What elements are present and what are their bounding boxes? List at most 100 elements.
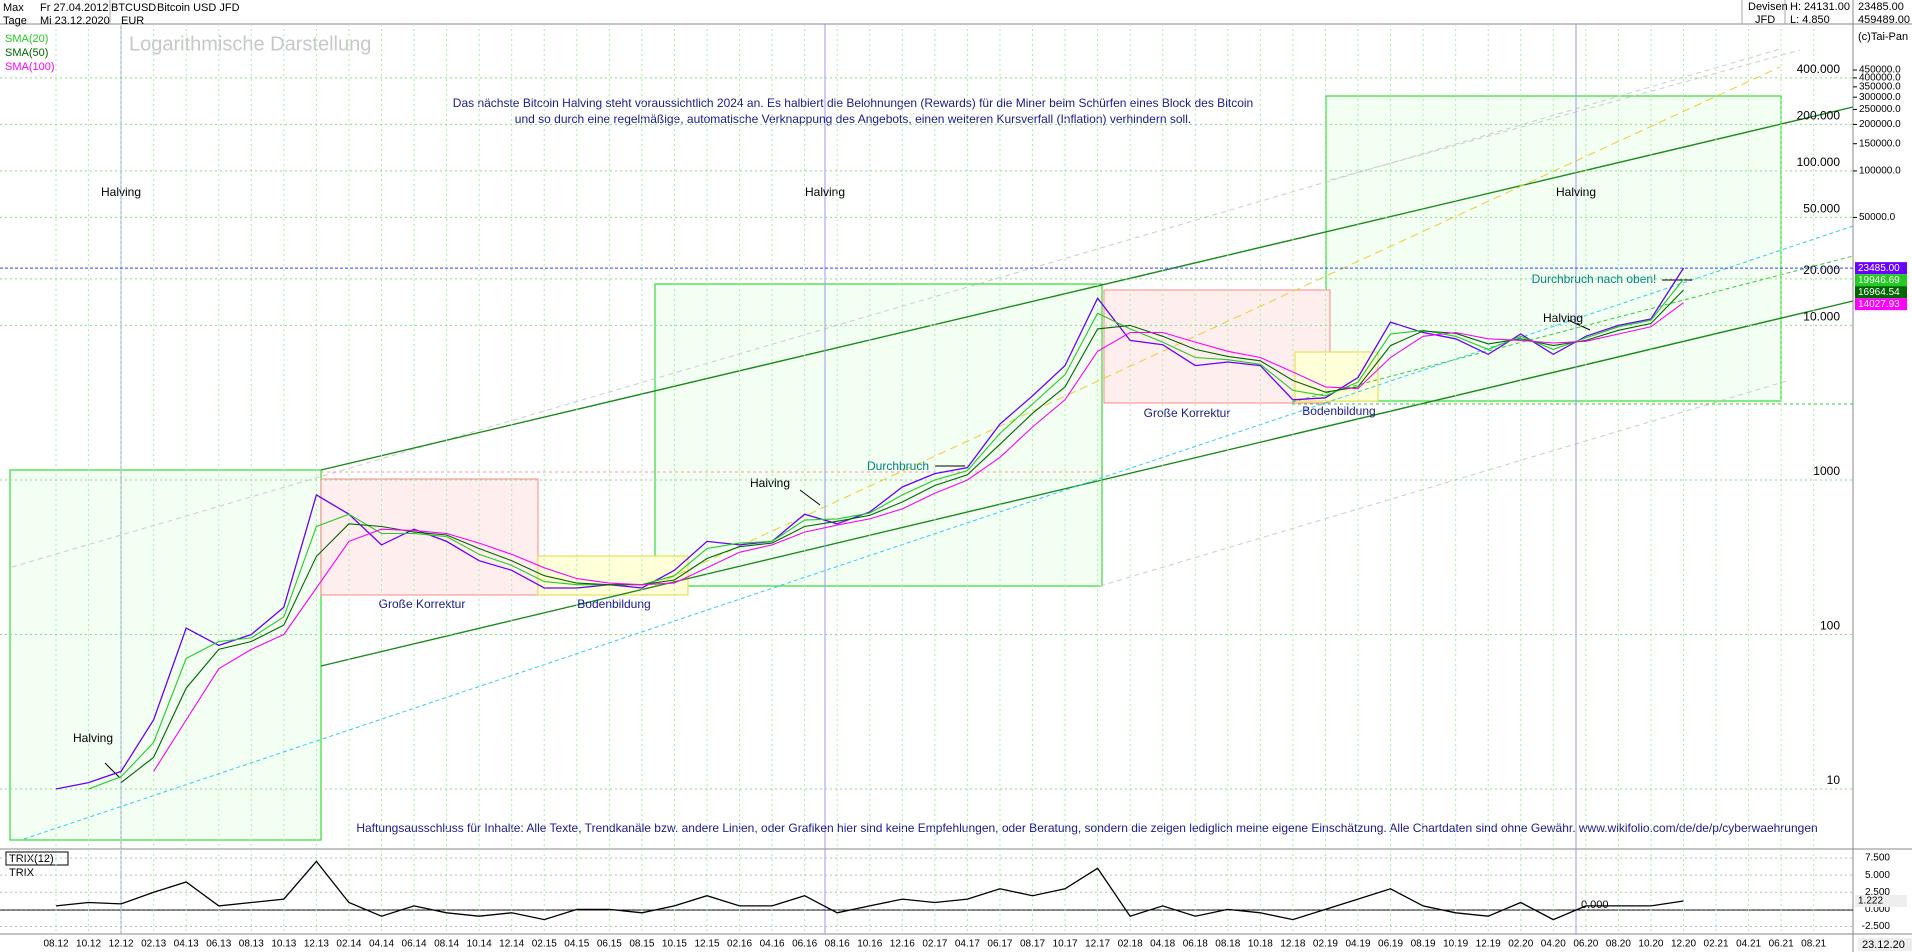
x-tick-label: 04.15 <box>564 939 589 950</box>
x-tick-label: 10.18 <box>1248 939 1273 950</box>
x-tick-label: 02.16 <box>727 939 752 950</box>
x-tick-label: 06.18 <box>1183 939 1208 950</box>
x-tick-label: 06.19 <box>1378 939 1403 950</box>
gray-line <box>1099 379 1791 587</box>
y-tick-label: 2.500 <box>1865 887 1890 898</box>
bottom-label: Bodenbildung <box>1302 404 1375 418</box>
end-date: Mi 23.12.2020 <box>40 15 110 27</box>
x-tick-label: 12.19 <box>1476 939 1501 950</box>
y-tick-label: 1000 <box>1813 464 1840 478</box>
y-tick-label: 50.000 <box>1803 202 1840 216</box>
x-tick-label: 06.21 <box>1769 939 1794 950</box>
price-tag <box>1855 895 1907 908</box>
right-tick-label: 300000.0 <box>1859 92 1901 103</box>
right-tick-label: 50000.0 <box>1859 212 1896 223</box>
x-tick-label: 02.17 <box>922 939 947 950</box>
arrow <box>799 489 821 506</box>
x-tick-label: 10.15 <box>662 939 687 950</box>
halving-label: Halving <box>1543 311 1583 325</box>
cursor-date-box <box>1858 938 1912 951</box>
symbol: BTCUSD <box>111 2 156 14</box>
annotations: Das nächste Bitcoin Halving steht voraus… <box>5 96 1818 911</box>
y-tick-label: 10.000 <box>1803 310 1840 324</box>
zero-label: 0.000 <box>1581 899 1609 911</box>
bottom-label: Bodenbildung <box>577 597 650 611</box>
x-tick-label: 10.13 <box>271 939 296 950</box>
x-tick-label: 02.14 <box>336 939 361 950</box>
x-tick-label: 02.20 <box>1508 939 1533 950</box>
right-tick-label: 400000.0 <box>1859 73 1901 84</box>
low: L: 4.850 <box>1790 14 1830 26</box>
x-tick-label: 02.18 <box>1118 939 1143 950</box>
note: und so durch eine regelmäßige, automatis… <box>515 112 1191 126</box>
series-line <box>55 267 1685 790</box>
y-tick-label: 20.000 <box>1803 263 1840 277</box>
x-tick-label: 04.21 <box>1736 939 1761 950</box>
halving-label: Halving <box>805 185 845 199</box>
note: Das nächste Bitcoin Halving steht voraus… <box>453 96 1253 110</box>
x-tick-label: 06.14 <box>402 939 427 950</box>
x-tick-label: 02.19 <box>1313 939 1338 950</box>
series-line <box>153 302 1684 772</box>
period[interactable]: Max <box>3 2 24 14</box>
x-tick-label: 12.16 <box>890 939 915 950</box>
red-box <box>1103 289 1331 404</box>
x-tick-label: 08.21 <box>1801 939 1826 950</box>
x-tick-label: 04.14 <box>369 939 394 950</box>
price-tag-label: 14027.93 <box>1858 299 1900 310</box>
correction-label: Große Korrektur <box>379 597 466 611</box>
x-tick-label: 02.15 <box>532 939 557 950</box>
x-tick-label: 06.13 <box>206 939 231 950</box>
x-tick-label: 06.16 <box>792 939 817 950</box>
x-tick-label: 10.20 <box>1638 939 1663 950</box>
x-tick-label: 12.12 <box>109 939 134 950</box>
y-tick-label: 200.000 <box>1797 109 1841 123</box>
x-tick-label: 08.16 <box>825 939 850 950</box>
broker: JFD <box>1755 14 1775 26</box>
legend-entry: SMA(100) <box>5 61 55 73</box>
x-tick-label: 08.20 <box>1606 939 1631 950</box>
x-tick-label: 04.13 <box>174 939 199 950</box>
x-tick-label: 10.17 <box>1053 939 1078 950</box>
indicator-title: TRIX(12) <box>9 853 54 865</box>
y-tick-label: 400.000 <box>1797 62 1841 76</box>
x-tick-label: 12.20 <box>1671 939 1696 950</box>
x-tick-label: 10.12 <box>76 939 101 950</box>
price-tag-label: 16964.54 <box>1858 287 1900 298</box>
halving-label: Halving <box>73 731 113 745</box>
x-tick-label: 12.13 <box>304 939 329 950</box>
halving-label: Halving <box>101 185 141 199</box>
x-tick-label: 12.15 <box>694 939 719 950</box>
legend-entry: SMA(50) <box>5 47 48 59</box>
chart-title: Logarithmische Darstellung <box>129 33 371 55</box>
x-tick-label: 06.17 <box>987 939 1012 950</box>
instrument-name: Bitcoin USD JFD <box>157 2 240 14</box>
x-tick-label: 08.14 <box>434 939 459 950</box>
green-box <box>654 283 1103 587</box>
y-tick-label: 100 <box>1820 619 1840 633</box>
arrow <box>1567 319 1591 331</box>
y-tick-label: 100.000 <box>1797 155 1841 169</box>
x-tick-label: 12.18 <box>1280 939 1305 950</box>
start-date: Fr 27.04.2012 <box>40 2 109 14</box>
right-tick-label: 100000.0 <box>1859 166 1901 177</box>
red-box <box>320 478 539 596</box>
high: H: 24131.00 <box>1790 1 1850 13</box>
x-tick-label: 08.18 <box>1215 939 1240 950</box>
interval[interactable]: Tage <box>3 15 27 27</box>
breakout-label: Durchbruch nach oben! <box>1532 272 1657 286</box>
last: 23485.00 <box>1858 1 1904 13</box>
x-tick-label: 06.15 <box>597 939 622 950</box>
correction-label: Große Korrektur <box>1144 406 1231 420</box>
x-tick-label: 08.12 <box>43 939 68 950</box>
disclaimer: Haftungsausschluss für Inhalte: Alle Tex… <box>356 821 1817 835</box>
indicator-name: TRIX <box>9 867 35 879</box>
price-tag-label: 1.222 <box>1858 896 1883 907</box>
x-tick-label: 04.20 <box>1541 939 1566 950</box>
green-dashed <box>1291 255 1854 403</box>
x-tick-label: 10.16 <box>857 939 882 950</box>
y-tick-label: 0.000 <box>1865 904 1890 915</box>
x-tick-label: 02.21 <box>1704 939 1729 950</box>
axis-max: 459489.00 <box>1858 14 1910 26</box>
